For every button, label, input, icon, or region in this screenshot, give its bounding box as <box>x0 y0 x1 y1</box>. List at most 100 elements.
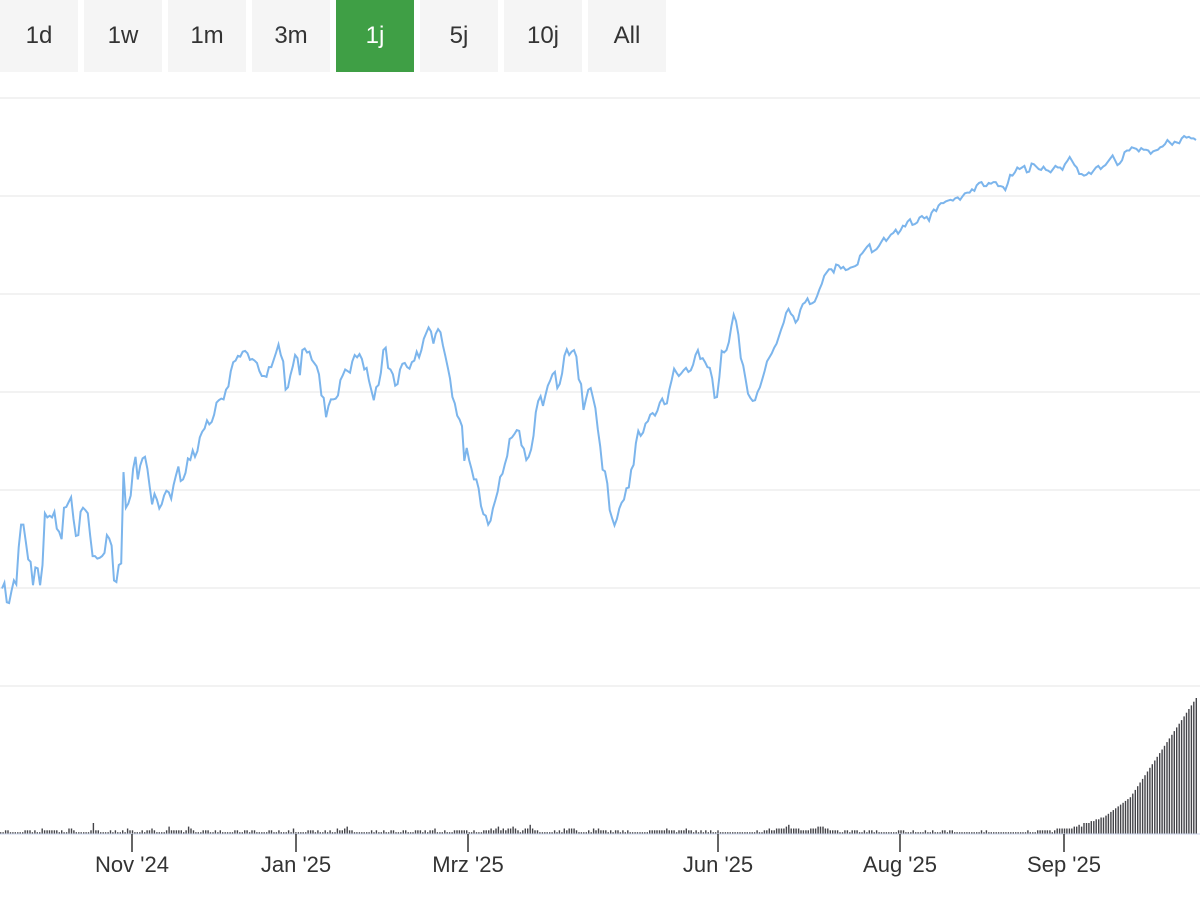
volume-bar <box>734 832 736 834</box>
range-button-10j[interactable]: 10j <box>504 0 582 72</box>
volume-bar <box>422 832 424 834</box>
range-button-5j[interactable]: 5j <box>420 0 498 72</box>
volume-bar <box>622 830 624 834</box>
range-button-3m[interactable]: 3m <box>252 0 330 72</box>
volume-bar <box>902 830 905 834</box>
volume-bar <box>546 832 548 834</box>
volume-bar <box>1193 701 1195 834</box>
volume-bar <box>1156 756 1158 834</box>
x-axis: Nov '24 Jan '25 Mrz '25 Jun '25 Aug '25 Sep '… <box>0 833 1200 877</box>
volume-bar <box>268 830 270 834</box>
volume-bar <box>505 830 507 834</box>
range-button-1w[interactable]: 1w <box>84 0 162 72</box>
volume-bar <box>954 832 956 834</box>
volume-bar <box>141 830 143 834</box>
volume-bar <box>517 830 519 834</box>
volume-bar <box>634 832 636 834</box>
volume-bar <box>929 832 931 834</box>
volume-bar <box>4 830 7 834</box>
volume-bar <box>749 832 751 834</box>
volume-bar <box>156 832 158 834</box>
volume-bar <box>915 832 917 834</box>
volume-bar <box>868 830 870 834</box>
range-button-all[interactable]: All <box>588 0 666 72</box>
volume-bar <box>1012 832 1014 834</box>
volume-bar <box>646 832 648 834</box>
volume-bar <box>717 830 719 834</box>
volume-bar <box>854 830 856 834</box>
volume-bar <box>392 830 395 834</box>
volume-bar <box>368 832 370 834</box>
volume-bar <box>146 830 148 834</box>
volume-bar <box>700 830 702 834</box>
volume-bar <box>958 832 961 834</box>
volume-bar <box>602 830 605 834</box>
volume-bar <box>668 830 670 834</box>
volume-bar <box>312 830 314 834</box>
volume-bar <box>1163 745 1166 834</box>
volume-bar <box>1058 828 1061 834</box>
volume-bar <box>36 832 38 834</box>
volume-bar <box>907 832 909 834</box>
volume-bar <box>331 832 334 834</box>
volume-bar <box>319 832 321 834</box>
volume-bar <box>500 830 502 834</box>
volume-bar <box>112 832 114 834</box>
volume-bar <box>878 832 880 834</box>
volume-bar <box>297 832 300 834</box>
volume-bar <box>771 830 773 834</box>
volume-bar <box>663 830 666 834</box>
volume-bar <box>1085 823 1088 834</box>
volume-bar <box>446 832 448 834</box>
volume-bar <box>22 832 24 834</box>
volume-bar <box>290 832 292 834</box>
volume-bar <box>927 832 929 834</box>
volume-bar <box>65 832 68 834</box>
volume-bar <box>1139 782 1141 834</box>
volume-bar <box>153 830 156 834</box>
volume-bar <box>236 830 239 834</box>
volume-bar <box>834 830 836 834</box>
range-button-1j[interactable]: 1j <box>336 0 414 72</box>
x-tick-label: Jan '25 <box>261 852 331 877</box>
volume-bar <box>839 832 841 834</box>
volume-bar <box>353 832 356 834</box>
volume-bar <box>251 830 253 834</box>
volume-bar <box>375 830 378 834</box>
volume-bar <box>578 832 580 834</box>
volume-bar <box>688 830 690 834</box>
volume-bar <box>1063 828 1066 834</box>
volume-bar <box>1107 813 1110 834</box>
volume-bar <box>568 828 570 834</box>
volume-bar <box>39 832 41 834</box>
volume-bar <box>395 832 397 834</box>
price-line[interactable] <box>1 134 1197 605</box>
volume-bar <box>507 828 509 834</box>
volume-bar <box>473 830 475 834</box>
volume-bar <box>841 832 844 834</box>
volume-bar <box>595 830 597 834</box>
volume-bar <box>1039 830 1041 834</box>
volume-bar <box>419 830 422 834</box>
range-button-1d[interactable]: 1d <box>0 0 78 72</box>
volume-bar <box>239 832 241 834</box>
volume-bar <box>256 832 258 834</box>
volume-bar <box>148 830 151 834</box>
volume-bar <box>512 826 514 834</box>
volume-bar <box>600 830 602 834</box>
volume-bar <box>922 832 924 834</box>
volume-bar <box>90 830 92 834</box>
volume-bar <box>129 830 131 834</box>
volume-bar <box>24 830 26 834</box>
volume-bar <box>514 828 517 834</box>
volume-bar <box>1141 778 1144 834</box>
volume-bar <box>346 826 348 834</box>
range-button-1m[interactable]: 1m <box>168 0 246 72</box>
volume-bar <box>988 832 990 834</box>
volume-bar <box>961 832 963 834</box>
volume-bar <box>592 828 595 834</box>
volume-bar <box>270 830 273 834</box>
volume-bar <box>741 832 744 834</box>
volume-bar <box>651 830 653 834</box>
